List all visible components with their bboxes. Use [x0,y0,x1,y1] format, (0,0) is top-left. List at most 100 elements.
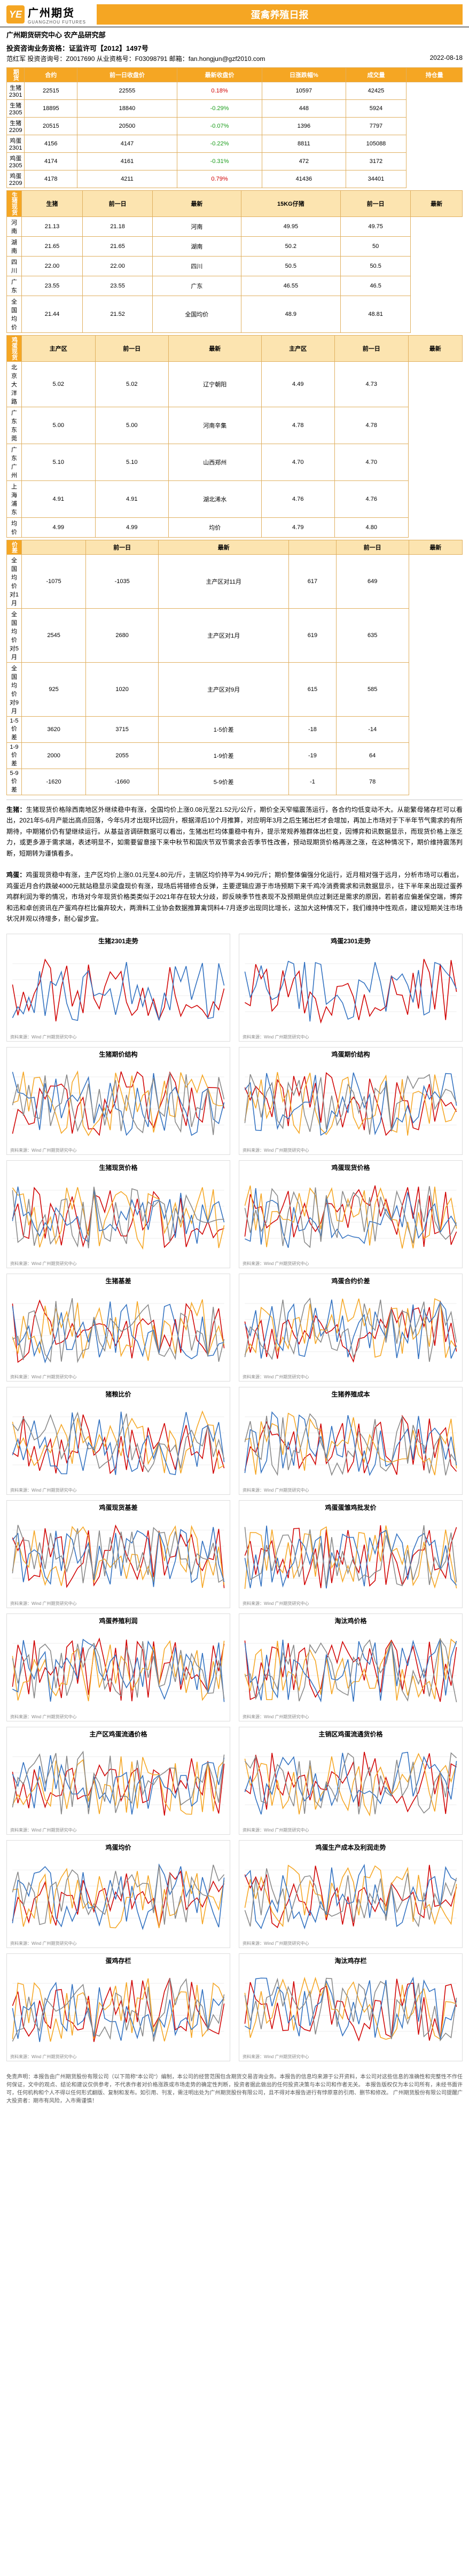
futures-section-label: 期货 [7,68,25,82]
logo-cn: 广州期货 [28,4,86,20]
table-row: 全国均价对5月25452680主产区对1月619635 [7,609,463,663]
chart-source: 资料来源：Wind 广州期货研究中心 [239,1939,462,1947]
header: YE 广州期货 GUANGZHOU FUTURES 蛋禽养殖日报 [0,0,469,27]
basis-table: 价差 前一日 最新 前一日 最新 全国均价对1月-1075-1035主产区对11… [6,540,463,795]
table-row: 1-9价差200020551-9价差-1964 [7,743,463,769]
chart-source: 资料来源：Wind 广州期货研究中心 [7,1373,230,1381]
chart-panel: 主销区鸡蛋流通货价格 资料来源：Wind 广州期货研究中心 [239,1727,463,1835]
analyst-line: 范红军 投资咨询号：Z0017690 从业资格号：F03098791 邮箱：fa… [6,54,265,63]
col-contract: 合约 [25,68,77,82]
chart-title: 蛋鸡存栏 [7,1954,230,1967]
chart-title: 鸡蛋养殖利润 [7,1614,230,1627]
chart-panel: 生猪现货价格 资料来源：Wind 广州期货研究中心 [6,1160,230,1268]
chart-title: 生猪2301走势 [7,934,230,948]
col-chg: 日涨跌幅% [262,68,346,82]
table-row: 全国均价21.4421.52全国均价48.948.81 [7,296,463,333]
table-row: 广东东莞5.005.00河南辛集4.784.78 [7,407,463,444]
hog-analysis-text: 生猪现货价格除西南地区外继续稳中有涨，全国均价上涨0.08元至21.52元/公斤… [6,806,463,857]
chart-source: 资料来源：Wind 广州期货研究中心 [7,1826,230,1834]
chart-panel: 鸡蛋期价结构 资料来源：Wind 广州期货研究中心 [239,1047,463,1155]
table-row: 鸡蛋2209417842110.79%4143634401 [7,170,463,188]
hs-c2: 最新 [153,191,241,217]
egg-section-label: 鸡蛋现货 [7,336,22,362]
chart-source: 资料来源：Wind 广州期货研究中心 [7,1600,230,1608]
chart-panel: 鸡蛋蛋雏鸡批发价 资料来源：Wind 广州期货研究中心 [239,1500,463,1608]
chart-panel: 鸡蛋现货价格 资料来源：Wind 广州期货研究中心 [239,1160,463,1268]
table-row: 生猪23051889518840-0.29%4485924 [7,100,463,118]
egg-analysis-label: 鸡蛋： [6,871,26,879]
chart-title: 生猪养殖成本 [239,1387,462,1401]
logo-icon: YE [6,5,25,24]
chart-title: 鸡蛋合约价差 [239,1274,462,1287]
table-row: 广东广州5.105.10山西郑州4.704.70 [7,444,463,481]
table-row: 全国均价对9月9251020主产区对9月615585 [7,663,463,717]
chart-title: 淘汰鸡价格 [239,1614,462,1627]
chart-panel: 生猪养殖成本 资料来源：Wind 广州期货研究中心 [239,1387,463,1495]
bs-c1: 前一日 [86,540,159,555]
table-row: 湖南21.6521.65湖南50.250 [7,237,463,257]
egg-spot-table: 鸡蛋现货 主产区 前一日 最新 主产区 前一日 最新 北京大洋路5.025.02… [6,335,463,538]
chart-title: 主产区鸡蛋流通价格 [7,1727,230,1741]
es-c0: 主产区 [22,336,96,362]
col-last: 最新收盘价 [177,68,262,82]
chart-source: 资料来源：Wind 广州期货研究中心 [239,2053,462,2061]
chart-source: 资料来源：Wind 广州期货研究中心 [7,1939,230,1947]
chart-title: 生猪期价结构 [7,1048,230,1061]
chart-title: 淘汰鸡存栏 [239,1954,462,1967]
disclaimer: 免责声明：本报告由广州期货股份有限公司（以下简称"本公司"）编制，本公司的经营范… [6,2073,463,2105]
chart-panel: 生猪期价结构 资料来源：Wind 广州期货研究中心 [6,1047,230,1155]
chart-source: 资料来源：Wind 广州期货研究中心 [239,1373,462,1381]
chart-panel: 淘汰鸡存栏 资料来源：Wind 广州期货研究中心 [239,1953,463,2061]
chart-panel: 鸡蛋均价 资料来源：Wind 广州期货研究中心 [6,1840,230,1948]
chart-title: 生猪基差 [7,1274,230,1287]
bs-c0 [22,540,86,555]
table-row: 5-9价差-1620-16605-9价差-178 [7,769,463,795]
chart-source: 资料来源：Wind 广州期货研究中心 [239,1600,462,1608]
table-row: 上海浦东4.914.91湖北浠水4.764.76 [7,481,463,518]
report-date: 2022-08-18 [430,54,463,63]
bs-c4: 前一日 [336,540,409,555]
hog-analysis-label: 生猪： [6,806,26,813]
chart-source: 资料来源：Wind 广州期货研究中心 [7,2053,230,2061]
table-row: 河南21.1321.18河南49.9549.75 [7,217,463,237]
table-row: 四川22.0022.00四川50.550.5 [7,257,463,276]
hog-spot-table: 生猪现货 生猪 前一日 最新 15KG仔猪 前一日 最新 河南21.1321.1… [6,190,463,333]
chart-source: 资料来源：Wind 广州期货研究中心 [239,1486,462,1494]
license-line: 投资咨询业务资格：证监许可【2012】1497号 [0,41,469,54]
table-row: 北京大洋路5.025.02辽宁朝阳4.494.73 [7,362,463,407]
col-prev: 前一日收盘价 [77,68,177,82]
chart-title: 鸡蛋期价结构 [239,1048,462,1061]
hog-section-label: 生猪现货 [7,191,22,217]
chart-source: 资料来源：Wind 广州期货研究中心 [239,1146,462,1154]
chart-title: 鸡蛋2301走势 [239,934,462,948]
table-row: 均价4.994.99均价4.794.80 [7,518,463,538]
col-vol: 成交量 [346,68,407,82]
es-c1: 前一日 [95,336,169,362]
chart-title: 猪粮比价 [7,1387,230,1401]
chart-source: 资料来源：Wind 广州期货研究中心 [7,1713,230,1721]
table-row: 全国均价对1月-1075-1035主产区对11月617649 [7,555,463,609]
logo-en: GUANGZHOU FUTURES [28,20,86,25]
chart-title: 鸡蛋现货基差 [7,1501,230,1514]
bs-c3 [289,540,337,555]
chart-title: 主销区鸡蛋流通货价格 [239,1727,462,1741]
chart-panel: 鸡蛋现货基差 资料来源：Wind 广州期货研究中心 [6,1500,230,1608]
hs-c5: 最新 [411,191,463,217]
table-row: 鸡蛋230541744161-0.31%4723172 [7,153,463,170]
egg-analysis-text: 鸡蛋现货稳中有涨，主产区均价上涨0.01元至4.80元/斤，主销区均价持平为4.… [6,871,463,922]
charts-grid: 生猪2301走势 资料来源：Wind 广州期货研究中心 鸡蛋2301走势 资料来… [0,928,469,2067]
chart-panel: 主产区鸡蛋流通价格 资料来源：Wind 广州期货研究中心 [6,1727,230,1835]
hs-c1: 前一日 [83,191,153,217]
futures-table: 期货 合约 前一日收盘价 最新收盘价 日涨跌幅% 成交量 持仓量 生猪23012… [6,67,463,188]
chart-panel: 鸡蛋养殖利润 资料来源：Wind 广州期货研究中心 [6,1613,230,1721]
chart-title: 生猪现货价格 [7,1161,230,1174]
bs-c5: 最新 [409,540,462,555]
chart-panel: 猪粮比价 资料来源：Wind 广州期货研究中心 [6,1387,230,1495]
chart-source: 资料来源：Wind 广州期货研究中心 [239,1713,462,1721]
basis-section-label: 价差 [7,540,22,555]
chart-panel: 鸡蛋合约价差 资料来源：Wind 广州期货研究中心 [239,1274,463,1382]
chart-title: 鸡蛋蛋雏鸡批发价 [239,1501,462,1514]
chart-source: 资料来源：Wind 广州期货研究中心 [239,1826,462,1834]
chart-source: 资料来源：Wind 广州期货研究中心 [239,1260,462,1268]
analysis-block: 生猪：生猪现货价格除西南地区外继续稳中有涨，全国均价上涨0.08元至21.52元… [6,800,463,924]
